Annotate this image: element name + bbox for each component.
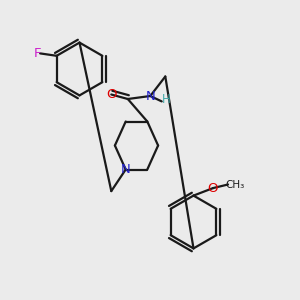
- Text: O: O: [106, 88, 116, 101]
- Text: N: N: [121, 163, 130, 176]
- Text: H: H: [162, 93, 171, 106]
- Text: O: O: [208, 182, 218, 195]
- Text: F: F: [34, 47, 41, 60]
- Text: CH₃: CH₃: [226, 179, 245, 190]
- Text: N: N: [146, 89, 155, 103]
